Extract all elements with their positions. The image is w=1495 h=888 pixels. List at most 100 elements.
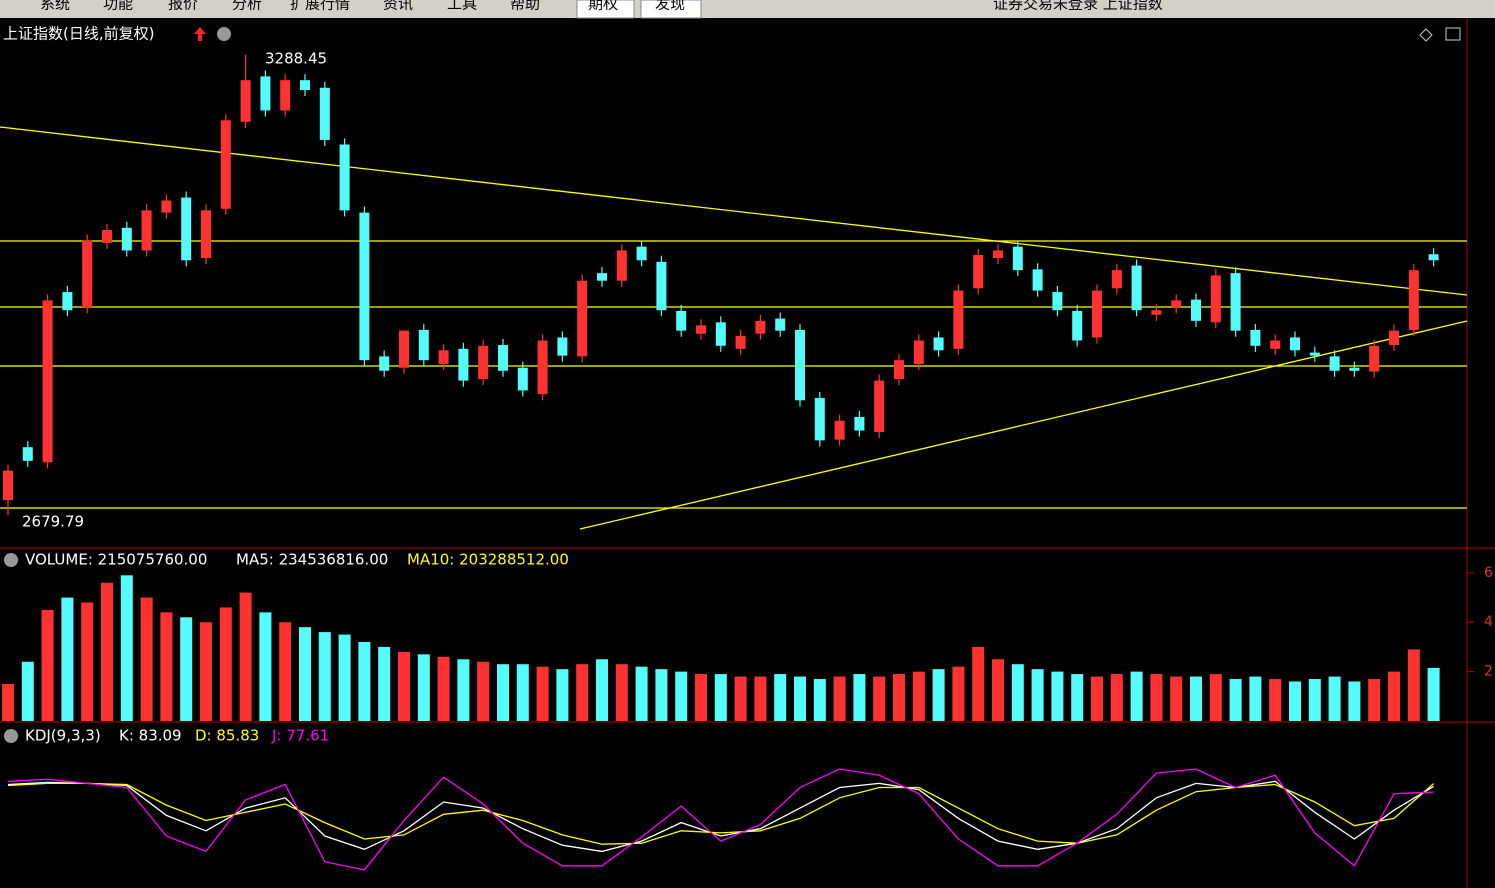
volume-panel: VOLUME: 215075760.00 MA5: 234536816.00 MA1…	[2, 551, 1493, 721]
candle-body	[3, 470, 13, 501]
kdj-line	[7, 768, 1434, 871]
candle-body	[577, 280, 588, 357]
menu-item[interactable]: 扩展行情	[290, 0, 350, 13]
candle-body	[1210, 275, 1221, 323]
toggle-icon[interactable]	[4, 553, 18, 567]
trend-line	[0, 126, 1468, 296]
menu-item[interactable]: 发现	[655, 0, 685, 13]
candle-body	[656, 261, 667, 311]
volume-bar	[655, 669, 668, 721]
menu: 系统 功能 报价 分析 扩展行情 资讯 工具 帮助 期权 发现	[40, 0, 685, 13]
volume-bar	[1328, 676, 1341, 721]
candle-body	[854, 416, 865, 431]
candle-body	[1389, 330, 1399, 346]
volume-bar	[596, 659, 608, 721]
volume-bar	[1388, 671, 1400, 721]
candle-body	[1309, 352, 1320, 356]
status-text: 证券交易未登录 上证指数	[993, 0, 1163, 13]
volume-bar	[675, 671, 688, 721]
toggle-icon[interactable]	[217, 27, 231, 41]
tab-box	[640, 0, 702, 19]
tab-box	[576, 0, 635, 19]
volume-bar	[536, 666, 549, 721]
candle-body	[438, 350, 449, 364]
kdj-legend: K: 83.09	[119, 727, 182, 745]
low-label: 2679.79	[22, 513, 84, 531]
menu-item[interactable]: 功能	[103, 0, 133, 13]
tool-icon[interactable]	[1419, 28, 1433, 42]
candle-body	[973, 254, 984, 289]
volume-bar	[615, 664, 628, 721]
candle-body	[1408, 270, 1419, 330]
menu-item[interactable]: 分析	[232, 0, 262, 13]
candle-body	[260, 76, 271, 111]
volume-bar	[2, 683, 14, 721]
volume-bar	[813, 679, 826, 721]
drawing-lines	[0, 126, 1468, 530]
candle-body	[42, 300, 53, 463]
candle-body	[1052, 292, 1063, 311]
volume-legend: MA5: 234536816.00	[236, 551, 388, 569]
kdj-legend: J: 77.61	[271, 727, 329, 745]
candle-body	[339, 144, 350, 211]
candle-body	[1369, 345, 1380, 372]
volume-bar	[1071, 674, 1084, 721]
candle-body	[517, 367, 528, 391]
volume-bar	[457, 659, 470, 721]
y-tick-label: 6	[1484, 565, 1493, 581]
candle-body	[319, 87, 330, 140]
menu-item[interactable]: 资讯	[383, 0, 413, 13]
menu-item[interactable]: 期权	[588, 0, 618, 13]
volume-bar	[41, 609, 54, 721]
volume-bar	[972, 646, 985, 721]
candle-body	[676, 310, 687, 331]
volume-bar	[1110, 674, 1123, 721]
candle-body	[894, 360, 904, 380]
candle-body	[1072, 310, 1083, 341]
candle-body	[795, 329, 805, 401]
kdj-legend: D: 85.83	[195, 727, 259, 745]
volume-bar	[1427, 667, 1440, 721]
candle-body	[1151, 310, 1162, 315]
volume-bar	[1051, 671, 1064, 721]
candle-body	[597, 273, 607, 281]
candle-body	[933, 337, 944, 351]
candle-body	[379, 356, 390, 371]
candle-body	[498, 345, 508, 371]
tool-icon[interactable]	[1445, 27, 1461, 41]
volume-bar	[912, 671, 925, 721]
candle-body	[201, 210, 211, 259]
candle-body	[102, 230, 112, 243]
menu-item[interactable]: 系统	[40, 0, 70, 13]
volume-bar	[219, 607, 232, 721]
volume-bar	[398, 651, 410, 721]
menu-item[interactable]: 帮助	[510, 0, 540, 13]
candle-body	[1092, 290, 1102, 338]
candle-body	[1329, 356, 1340, 371]
volume-bar	[101, 582, 113, 721]
candle-body	[1131, 265, 1142, 311]
volume-bar	[754, 676, 767, 721]
candle-body	[993, 250, 1003, 259]
volume-bar	[81, 602, 94, 721]
kdj-line	[7, 780, 1434, 853]
price-panel	[3, 54, 1439, 516]
volume-bar	[358, 641, 371, 721]
candle-body	[359, 212, 370, 361]
candle-body	[1012, 246, 1023, 271]
candle-body	[62, 292, 73, 311]
menu-item[interactable]: 报价	[168, 0, 198, 13]
toggle-icon[interactable]	[4, 729, 18, 743]
volume-bar	[1091, 676, 1103, 721]
menu-item[interactable]: 工具	[447, 0, 477, 13]
volume-bar	[853, 674, 866, 721]
candle-body	[1250, 329, 1261, 346]
volume-bar	[556, 669, 569, 721]
candle-body	[399, 330, 409, 368]
volume-bar	[1249, 676, 1262, 721]
candle-body	[715, 322, 726, 346]
volume-bar	[378, 646, 391, 721]
volume-bar	[952, 666, 965, 721]
